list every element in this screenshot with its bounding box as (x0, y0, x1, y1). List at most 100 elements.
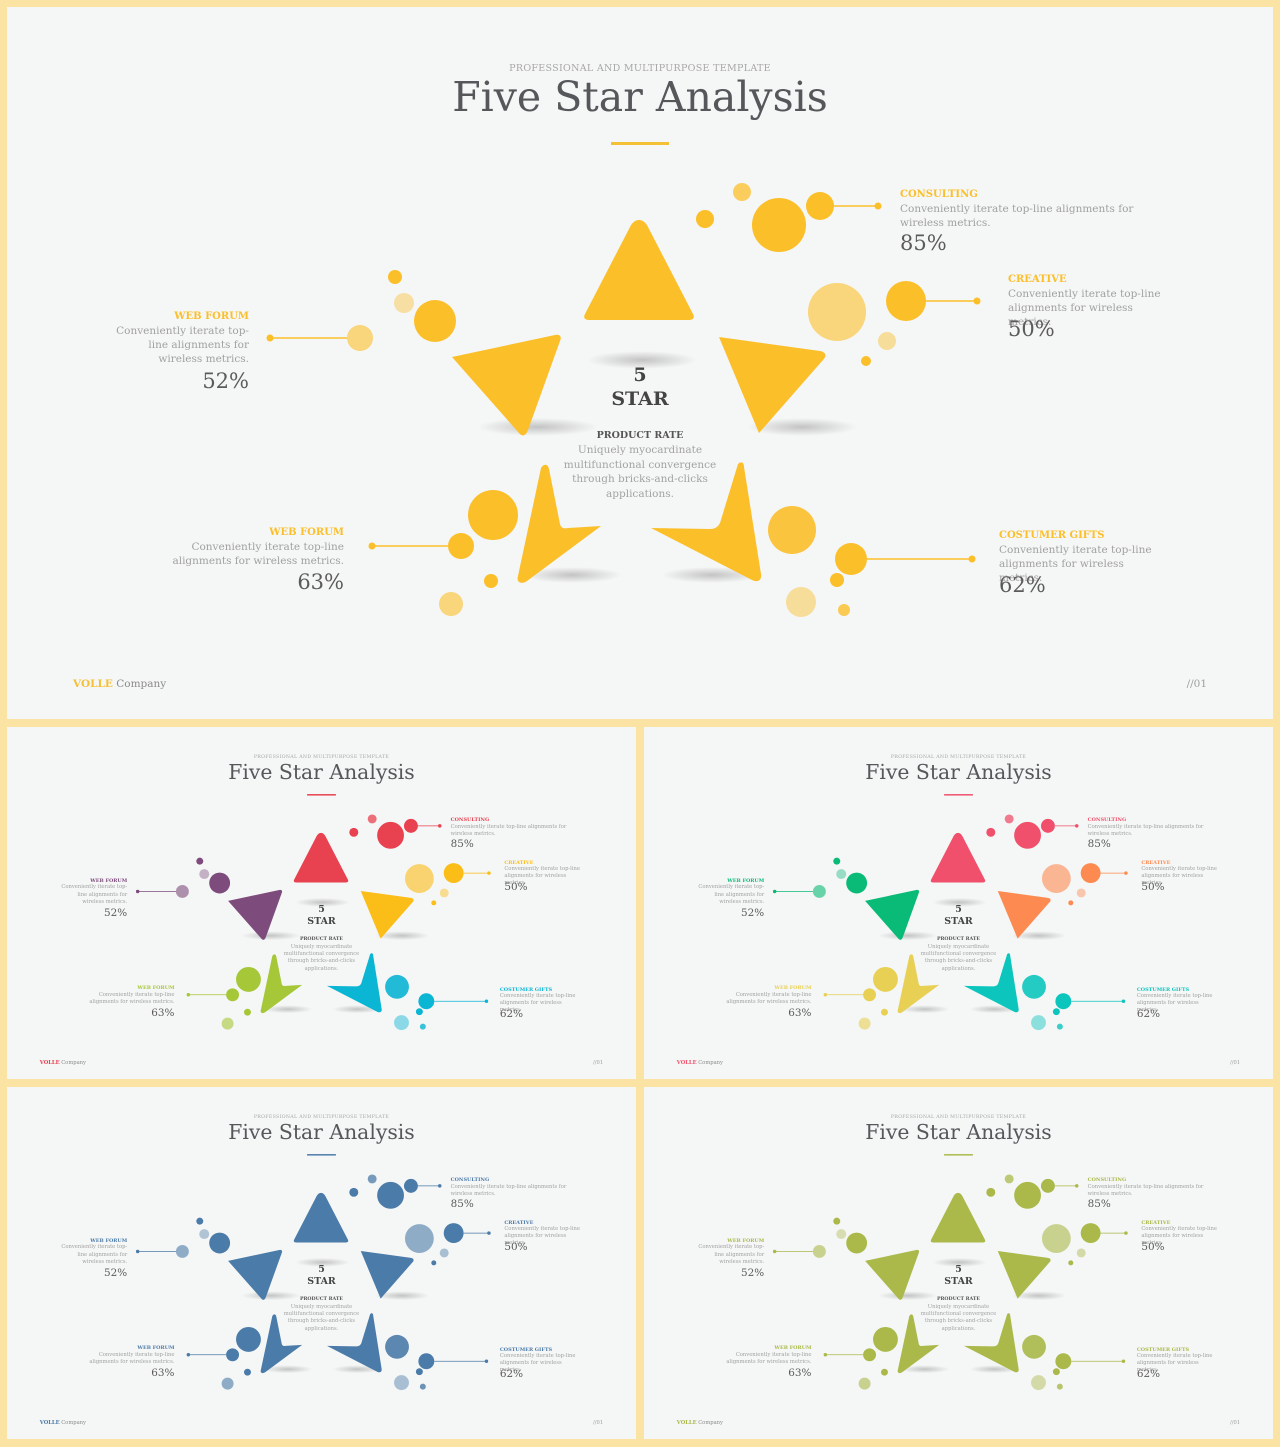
thumbnail-slide-olive[interactable]: PROFESSIONAL AND MULTIPURPOSE TEMPLATE Fi… (644, 1087, 1273, 1439)
item-label: CREATIVE (504, 1219, 534, 1226)
connector-dot (823, 1353, 828, 1357)
bubble (1055, 993, 1072, 1010)
company-brand: VOLLE (73, 678, 113, 690)
item-label: CONSULTING (900, 189, 978, 200)
item-label: COSTUMER GIFTS (499, 986, 553, 993)
item-percent: 52% (202, 369, 249, 393)
center-number: 5 (955, 1264, 962, 1276)
title-underline (611, 142, 669, 145)
connector-dot (487, 871, 491, 875)
company-brand: VOLLE (39, 1060, 60, 1067)
thumbnail-slide-pink[interactable]: PROFESSIONAL AND MULTIPURPOSE TEMPLATE Fi… (644, 727, 1273, 1079)
item-label: CONSULTING (1087, 817, 1127, 824)
company-footer: VOLLE Company (677, 1060, 723, 1066)
bubble (175, 884, 189, 898)
product-rate-desc: Uniquely myocardinate multifunctional co… (283, 943, 360, 972)
bubble (439, 1248, 449, 1258)
bubble (443, 1223, 464, 1244)
bubble (1040, 1178, 1055, 1193)
item-label: CONSULTING (450, 817, 490, 824)
bubble (1080, 863, 1101, 884)
star-point-top (293, 832, 349, 883)
bubble (830, 573, 844, 587)
connector-dot (484, 999, 489, 1003)
bubble (468, 490, 518, 540)
bubble (1041, 1224, 1071, 1253)
bubble (226, 1348, 240, 1362)
star-graphic (135, 1154, 491, 1391)
bubble (878, 332, 896, 350)
bubble (439, 888, 449, 898)
star-point-top (930, 832, 986, 883)
item-desc: Conveniently iterate top-line alignments… (89, 991, 175, 1005)
title-underline (944, 1154, 973, 1156)
bubble (404, 1224, 434, 1253)
star-point-lr (326, 1313, 382, 1373)
star-graphic (772, 794, 1128, 1031)
bubble (1014, 1181, 1041, 1209)
company-name: Company (696, 1060, 723, 1067)
company-name: Company (59, 1420, 86, 1427)
bubble (1040, 818, 1055, 833)
item-desc: Conveniently iterate top-line alignments… (61, 884, 128, 905)
star-shadow (747, 418, 857, 436)
main-slide: PROFESSIONAL AND MULTIPURPOSE TEMPLATE Fi… (7, 7, 1273, 719)
slide-title: Five Star Analysis (228, 759, 415, 784)
bubble (858, 1017, 871, 1030)
item-percent: 52% (741, 1266, 765, 1279)
thumbnail-slide-red[interactable]: PROFESSIONAL AND MULTIPURPOSE TEMPLATE Fi… (7, 727, 636, 1079)
item-percent: 63% (151, 1366, 175, 1379)
bubble (1022, 1334, 1046, 1359)
star-shadow (374, 931, 430, 941)
connector-dot (484, 1359, 489, 1363)
item-label: CREATIVE (1141, 859, 1171, 866)
bubble (1031, 1375, 1046, 1391)
company-brand: VOLLE (39, 1420, 60, 1427)
star-point-lr (651, 462, 762, 582)
item-desc: Conveniently iterate top-line alignments… (1087, 823, 1204, 837)
star-shadow (587, 351, 697, 369)
bubble (838, 604, 850, 616)
connector-dot (772, 1249, 777, 1254)
star-point-ll (517, 464, 601, 583)
bubble (439, 592, 463, 616)
bubble (880, 1008, 888, 1016)
item-percent: 52% (104, 906, 128, 919)
product-rate-label: PRODUCT RATE (299, 937, 343, 943)
item-desc: Conveniently iterate top-line alignments… (450, 823, 567, 837)
thumbnail-slide-blue[interactable]: PROFESSIONAL AND MULTIPURPOSE TEMPLATE Fi… (7, 1087, 636, 1439)
product-rate-label: PRODUCT RATE (936, 937, 980, 943)
bubble (1041, 864, 1071, 893)
star-shadow (262, 1005, 313, 1014)
item-desc: Conveniently iterate top-line alignments… (1141, 866, 1217, 887)
bubble (199, 1229, 210, 1240)
item-percent: 50% (504, 881, 528, 894)
item-desc: Conveniently iterate top-line alignments… (698, 884, 765, 905)
bubble (768, 506, 816, 554)
item-percent: 63% (151, 1006, 175, 1019)
product-rate-label: PRODUCT RATE (299, 1297, 343, 1303)
item-percent: 62% (499, 1368, 524, 1381)
bubble (873, 966, 898, 992)
product-rate-desc: Uniquely myocardinate multifunctional co… (283, 1303, 360, 1332)
item-label: WEB FORUM (727, 1238, 765, 1245)
item-desc: Conveniently iterate top-line alignments… (116, 325, 249, 366)
item-label: WEB FORUM (90, 878, 128, 885)
company-footer: VOLLE Company (73, 678, 166, 690)
bubble (394, 1375, 409, 1391)
center-number: 5 (318, 1264, 325, 1276)
bubble (377, 821, 404, 849)
company-name: Company (112, 678, 167, 690)
bubble (863, 988, 877, 1002)
item-percent: 63% (788, 1006, 812, 1019)
bubble (858, 1377, 871, 1390)
slide-title: Five Star Analysis (452, 73, 828, 121)
bubble (377, 1181, 404, 1209)
slide-title: Five Star Analysis (228, 1119, 415, 1144)
item-percent: 85% (450, 838, 474, 851)
star-shadow (899, 1365, 950, 1374)
item-desc: Conveniently iterate top-line alignments… (900, 203, 1134, 230)
connector-dot (135, 1249, 140, 1254)
star-shadow (478, 418, 598, 436)
bubble (385, 974, 409, 999)
